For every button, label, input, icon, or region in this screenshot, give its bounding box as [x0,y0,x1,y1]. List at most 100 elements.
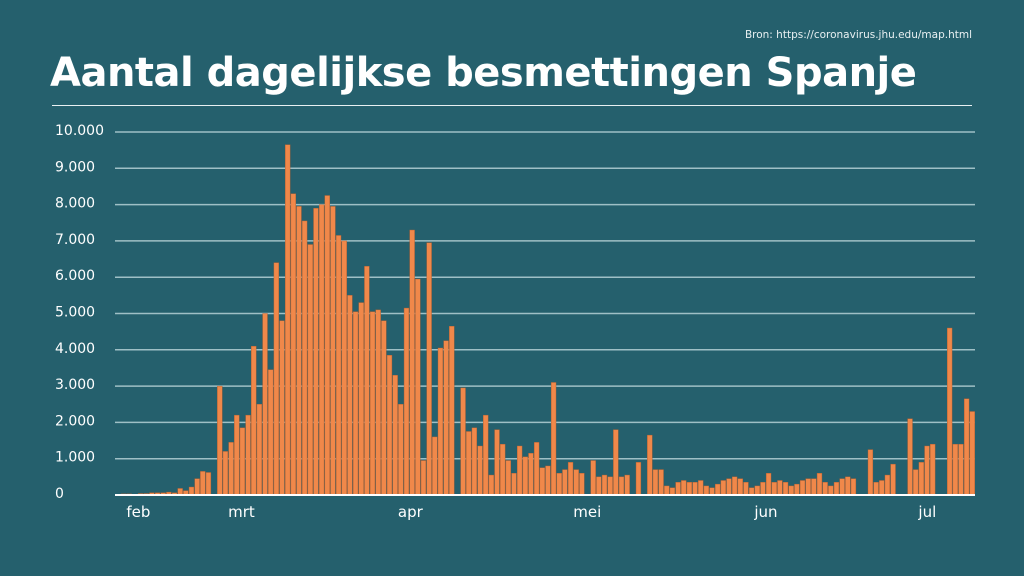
bar [913,469,919,496]
bar [647,434,653,496]
bar [794,483,800,496]
bar [341,240,347,496]
bar [533,442,540,496]
bar [788,485,794,496]
bar [335,235,342,496]
bar [239,427,246,496]
bar [522,456,528,496]
bar [924,445,930,496]
bar [488,474,494,496]
gridlines [115,131,975,460]
bar [415,278,421,496]
bar [562,469,568,496]
bar [511,473,517,496]
y-tick-label: 2.000 [55,413,95,429]
bar [760,482,766,496]
bar [273,262,279,496]
bar [245,414,251,496]
bar [839,478,845,496]
bar [692,482,698,496]
bar [867,449,874,496]
bar [358,302,364,496]
bar [947,327,953,496]
bar [268,369,274,496]
bar [437,347,444,496]
chart-title: Aantal dagelijkse besmettingen Spanje [50,50,917,96]
bar [879,480,885,496]
bar [890,463,896,496]
bar [228,442,234,496]
bar [222,451,229,496]
bar [449,326,455,496]
x-tick-label: apr [398,503,424,521]
bar [703,485,709,496]
bar [432,436,438,496]
x-axis-labels: feb mrt apr mei jun jul [126,503,936,521]
bar [732,476,738,496]
bar [822,482,828,496]
bar [545,465,551,496]
bar [500,443,506,496]
bar [579,473,585,496]
bar [194,478,200,496]
bar [573,469,579,496]
bar [477,445,483,496]
bar [528,453,534,496]
bar [352,311,359,496]
bar [675,482,681,496]
bar [601,474,608,496]
bar [681,480,687,496]
y-tick-label: 7.000 [55,232,95,248]
bar [234,414,240,496]
bar [517,445,523,496]
bar [307,244,313,496]
y-axis-labels: 0 1.000 2.000 3.000 4.000 5.000 6.000 7.000 8.00… [55,123,104,502]
bar [658,469,664,496]
bar [375,309,381,496]
bar [296,206,302,496]
bar [251,345,257,496]
bar [613,429,619,496]
x-tick-label: feb [126,503,150,521]
bar [743,482,749,496]
bar [205,472,212,496]
title-divider [52,105,972,106]
bar [930,443,936,496]
bar [494,429,500,496]
bar [262,313,268,496]
bar [426,242,432,496]
bar [873,482,879,496]
bar [686,482,693,496]
bar [777,480,783,496]
bar [737,478,743,496]
bar [256,404,263,496]
bar [290,193,296,496]
y-tick-label: 0 [55,486,64,502]
bar [726,478,732,496]
bar [850,478,857,496]
bar [748,487,755,496]
bar [443,340,449,496]
bar [833,482,840,496]
x-tick-label: jul [917,503,936,521]
bar [811,478,817,496]
y-tick-label: 3.000 [55,377,95,393]
bar [392,375,398,496]
bar [618,476,625,496]
bar [816,473,823,496]
bar [952,443,958,496]
bar [963,398,970,496]
y-tick-label: 4.000 [55,341,95,357]
bar [652,469,659,496]
bar [918,462,924,496]
bar [279,320,285,496]
bar [217,385,223,496]
bar [369,311,376,496]
bar [285,144,291,496]
bar [330,206,336,496]
bar [567,462,574,496]
bar [347,295,353,496]
bar [765,473,772,496]
bar [409,229,415,496]
